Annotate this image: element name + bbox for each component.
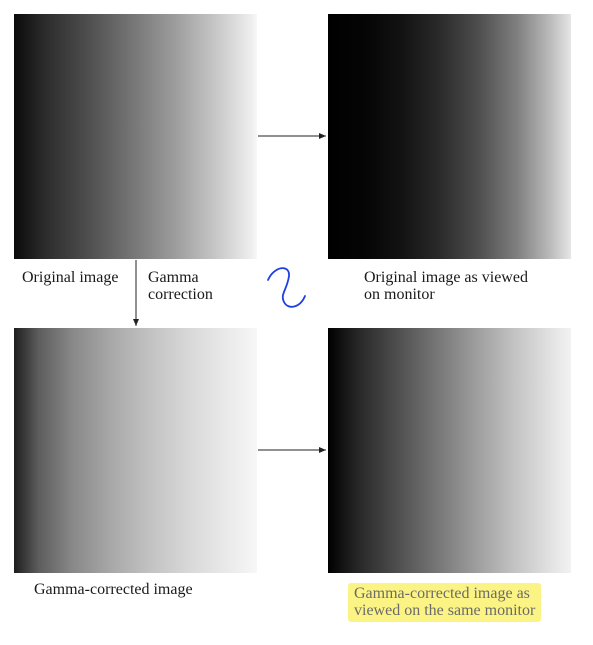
gamma-corrected-gradient-image: [14, 328, 257, 573]
gamma-corrected-viewed-gradient-image: [328, 328, 571, 573]
original-gradient-image: [14, 14, 257, 259]
original-viewed-gradient-image: [328, 14, 571, 259]
label-gamma-corrected-image: Gamma-corrected image: [34, 581, 193, 598]
label-gamma-corrected-viewed-highlighted: Gamma-corrected image as viewed on the s…: [348, 583, 542, 622]
gamma-squiggle-annotation: [267, 267, 306, 308]
label-original-viewed-on-monitor: Original image as viewed on monitor: [364, 269, 528, 303]
label-original-image: Original image: [22, 269, 119, 286]
label-gamma-correction: Gamma correction: [148, 269, 213, 303]
